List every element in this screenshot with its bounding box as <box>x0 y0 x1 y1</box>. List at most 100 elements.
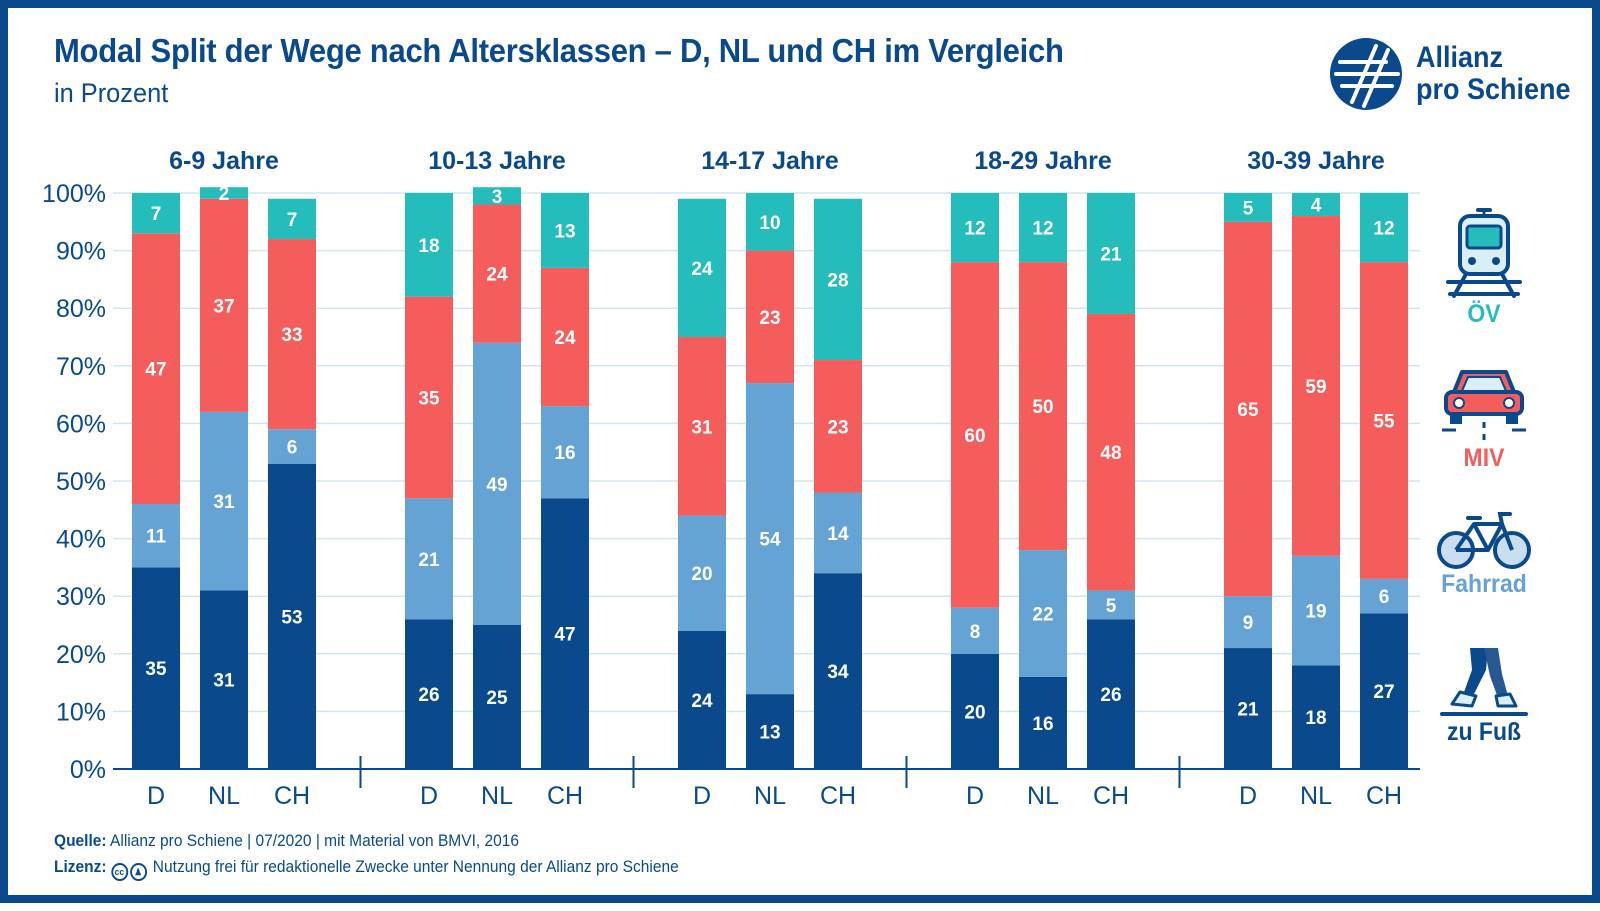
bar-segment <box>678 515 726 631</box>
data-label: 4 <box>1311 196 1322 217</box>
bar-segment <box>746 250 794 384</box>
data-label: 23 <box>827 417 848 438</box>
bar-segment <box>1019 262 1067 551</box>
bar-segment <box>814 573 862 769</box>
data-label: 37 <box>213 296 234 317</box>
chart-title: Modal Split der Wege nach Altersklassen … <box>54 32 1064 69</box>
x-tick-label: NL <box>754 782 786 810</box>
bar-segment <box>541 406 589 499</box>
y-tick-label: 0% <box>70 756 106 784</box>
bar-segment <box>473 187 521 205</box>
bar-segment <box>1019 676 1067 769</box>
bar-segment <box>541 193 589 268</box>
bar-segment <box>814 360 862 493</box>
x-tick-label: CH <box>547 782 583 810</box>
allianz-pro-schiene-logo: Allianz pro Schiene <box>1328 36 1588 116</box>
bar-segment <box>1087 619 1135 769</box>
logo-text: Allianz pro Schiene <box>1416 42 1571 106</box>
y-tick-label: 50% <box>56 468 106 496</box>
group-label: 18-29 Jahre <box>974 147 1112 175</box>
y-tick-label: 20% <box>56 641 106 669</box>
bar-segment <box>200 590 248 769</box>
bar-segment <box>405 193 453 297</box>
data-label: 65 <box>1237 400 1259 421</box>
bar-segment <box>541 267 589 407</box>
data-label: 27 <box>1373 682 1394 703</box>
walking-legs-icon <box>1440 648 1528 716</box>
y-tick-label: 70% <box>56 353 106 381</box>
data-label: 28 <box>827 270 848 291</box>
y-tick-label: 10% <box>56 698 106 726</box>
data-label: 16 <box>1032 714 1053 735</box>
bar-segment <box>1019 550 1067 677</box>
data-label: 16 <box>554 443 575 464</box>
data-label: 34 <box>827 662 849 683</box>
logo-line1: Allianz <box>1416 41 1504 74</box>
bar-segment <box>1360 613 1408 769</box>
bar-segment <box>132 567 180 769</box>
data-label: 12 <box>964 219 985 240</box>
bar-segment <box>1292 216 1340 556</box>
chart-subtitle: in Prozent <box>54 78 169 108</box>
bar-segment <box>132 504 180 568</box>
data-label: 21 <box>1237 700 1259 721</box>
data-label: 47 <box>145 360 166 381</box>
bar-segment <box>405 296 453 499</box>
source-label: Quelle: <box>54 832 107 850</box>
data-label: 9 <box>1243 613 1254 634</box>
bicycle-icon <box>1437 512 1531 569</box>
bar-segment <box>1292 665 1340 769</box>
bar-segment <box>678 198 726 337</box>
bar-segment <box>951 262 999 608</box>
data-label: 14 <box>827 524 849 545</box>
bar-segment <box>268 429 316 464</box>
legend-item-miv: MIV <box>1424 364 1544 472</box>
data-label: 2 <box>219 184 230 205</box>
data-label: 10 <box>759 213 780 234</box>
bar-segment <box>132 193 180 234</box>
data-label: 5 <box>1243 198 1254 219</box>
data-label: 23 <box>759 308 780 329</box>
data-label: 48 <box>1100 443 1121 464</box>
data-label: 24 <box>691 691 713 712</box>
x-tick-label: NL <box>481 782 513 810</box>
bar-segment <box>678 337 726 516</box>
bar-segment <box>746 193 794 251</box>
legend-label-fahrrad: Fahrrad <box>1441 570 1527 598</box>
y-tick-label: 30% <box>56 583 106 611</box>
car-icon <box>1442 370 1526 440</box>
bar-segment <box>1087 313 1135 591</box>
bar-segment <box>268 239 316 430</box>
modal-split-chart: 0% 10% 20% 30% 40% 50% 60% 70% 80% 90% 100% 6-9 Jah… <box>42 147 1420 810</box>
y-tick-label: 100% <box>42 180 106 208</box>
legend-label-miv: MIV <box>1463 444 1505 472</box>
legend-item-fuss: zu Fuß <box>1424 648 1544 746</box>
data-label: 26 <box>1100 685 1121 706</box>
data-label: 47 <box>554 625 575 646</box>
x-tick-label: D <box>147 782 165 810</box>
x-tick-label: D <box>966 782 984 810</box>
data-label: 35 <box>418 388 440 409</box>
source-text: Allianz pro Schiene | 07/2020 | mit Mate… <box>110 832 520 850</box>
data-label: 18 <box>418 236 439 257</box>
logo-mark-icon <box>1330 38 1402 110</box>
bar-segment <box>1360 262 1408 579</box>
data-label: 25 <box>486 688 508 709</box>
data-label: 22 <box>1032 604 1053 625</box>
bar-segment <box>200 187 248 199</box>
bar-segment <box>1292 193 1340 217</box>
x-tick-label: CH <box>1366 782 1402 810</box>
source-line: Quelle: Allianz pro Schiene | 07/2020 | … <box>54 832 519 851</box>
bar-segment <box>200 411 248 591</box>
data-label: 31 <box>213 492 235 513</box>
data-label: 21 <box>1100 244 1122 265</box>
x-tick-label: CH <box>1093 782 1129 810</box>
data-label: 55 <box>1373 412 1395 433</box>
license-line: Lizenz: cc ♟ Nutzung frei für redaktionel… <box>54 858 679 881</box>
bar-segment <box>473 342 521 625</box>
x-tick-label: NL <box>208 782 240 810</box>
x-tick-label: D <box>693 782 711 810</box>
bar-segment <box>268 198 316 240</box>
bar-segment <box>541 498 589 769</box>
